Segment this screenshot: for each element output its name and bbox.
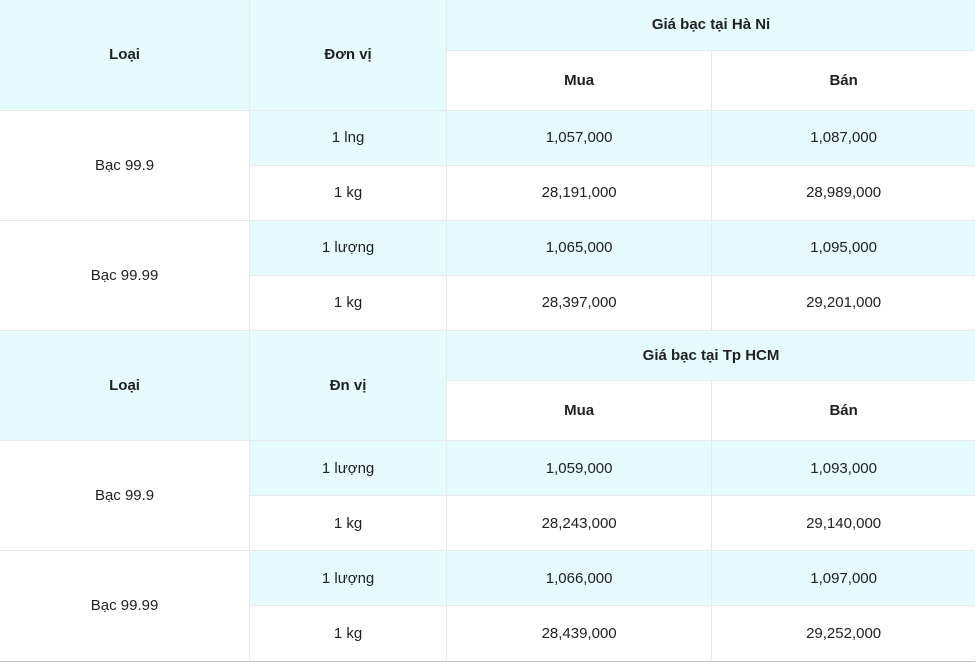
unit-cell: 1 lng (249, 109, 448, 166)
price-row: 1 kg 28,191,000 28,989,000 (0, 164, 976, 221)
sub-header-row: Mua Bán (0, 380, 976, 441)
price-row: 1 kg 28,397,000 29,201,000 (0, 274, 976, 331)
sell-price-cell: 1,087,000 (711, 109, 976, 166)
unit-cell: 1 kg (249, 274, 448, 331)
header-row: Loại Đơn vị Giá bạc tại Hà Ni (0, 0, 976, 111)
column-header-sell: Bán (711, 380, 976, 441)
price-table-hanoi: Loại Đơn vị Giá bạc tại Hà Ni Mua Bán Bạ… (0, 0, 976, 331)
price-row: Bạc 99.9 1 lượng 1,059,000 1,093,000 (0, 440, 976, 551)
column-header-type: Loại (0, 0, 251, 111)
price-row: Bạc 99.99 1 lượng 1,066,000 1,097,000 (0, 550, 976, 661)
type-cell: Bạc 99.9 (0, 109, 251, 221)
type-cell: Bạc 99.9 (0, 440, 251, 551)
type-cell: Bạc 99.99 (0, 550, 251, 661)
unit-cell: 1 kg (249, 495, 448, 551)
column-header-buy: Mua (446, 380, 713, 441)
sell-price-cell: 28,989,000 (711, 164, 976, 221)
sell-price-cell: 29,201,000 (711, 274, 976, 331)
buy-price-cell: 28,439,000 (446, 605, 713, 661)
buy-price-cell: 1,066,000 (446, 550, 713, 606)
price-row: Bạc 99.9 1 lng 1,057,000 1,087,000 (0, 109, 976, 221)
unit-cell: 1 kg (249, 605, 448, 661)
unit-cell: 1 kg (249, 164, 448, 221)
column-header-unit: Đn vị (249, 330, 448, 441)
buy-price-cell: 1,059,000 (446, 440, 713, 496)
buy-price-cell: 28,191,000 (446, 164, 713, 221)
price-row: Bạc 99.99 1 lượng 1,065,000 1,095,000 (0, 219, 976, 331)
sell-price-cell: 1,093,000 (711, 440, 976, 496)
column-header-buy: Mua (446, 49, 713, 111)
sell-price-cell: 29,140,000 (711, 495, 976, 551)
group-header-hcm: Giá bạc tại Tp HCM (446, 330, 976, 381)
type-cell: Bạc 99.99 (0, 219, 251, 331)
price-row: 1 kg 28,243,000 29,140,000 (0, 495, 976, 551)
buy-price-cell: 1,057,000 (446, 109, 713, 166)
sell-price-cell: 29,252,000 (711, 605, 976, 661)
sub-header-row: Mua Bán (0, 49, 976, 111)
buy-price-cell: 1,065,000 (446, 219, 713, 276)
unit-cell: 1 lượng (249, 550, 448, 606)
buy-price-cell: 28,243,000 (446, 495, 713, 551)
unit-cell: 1 lượng (249, 440, 448, 496)
price-table-hcm: Loại Đn vị Giá bạc tại Tp HCM Mua Bán Bạ… (0, 330, 976, 661)
sell-price-cell: 1,097,000 (711, 550, 976, 606)
column-header-sell: Bán (711, 49, 976, 111)
price-row: 1 kg 28,439,000 29,252,000 (0, 605, 976, 661)
column-header-type: Loại (0, 330, 251, 441)
header-row: Loại Đn vị Giá bạc tại Tp HCM (0, 330, 976, 441)
unit-cell: 1 lượng (249, 219, 448, 276)
group-header-hanoi: Giá bạc tại Hà Ni (446, 0, 976, 51)
column-header-unit: Đơn vị (249, 0, 448, 111)
buy-price-cell: 28,397,000 (446, 274, 713, 331)
sell-price-cell: 1,095,000 (711, 219, 976, 276)
